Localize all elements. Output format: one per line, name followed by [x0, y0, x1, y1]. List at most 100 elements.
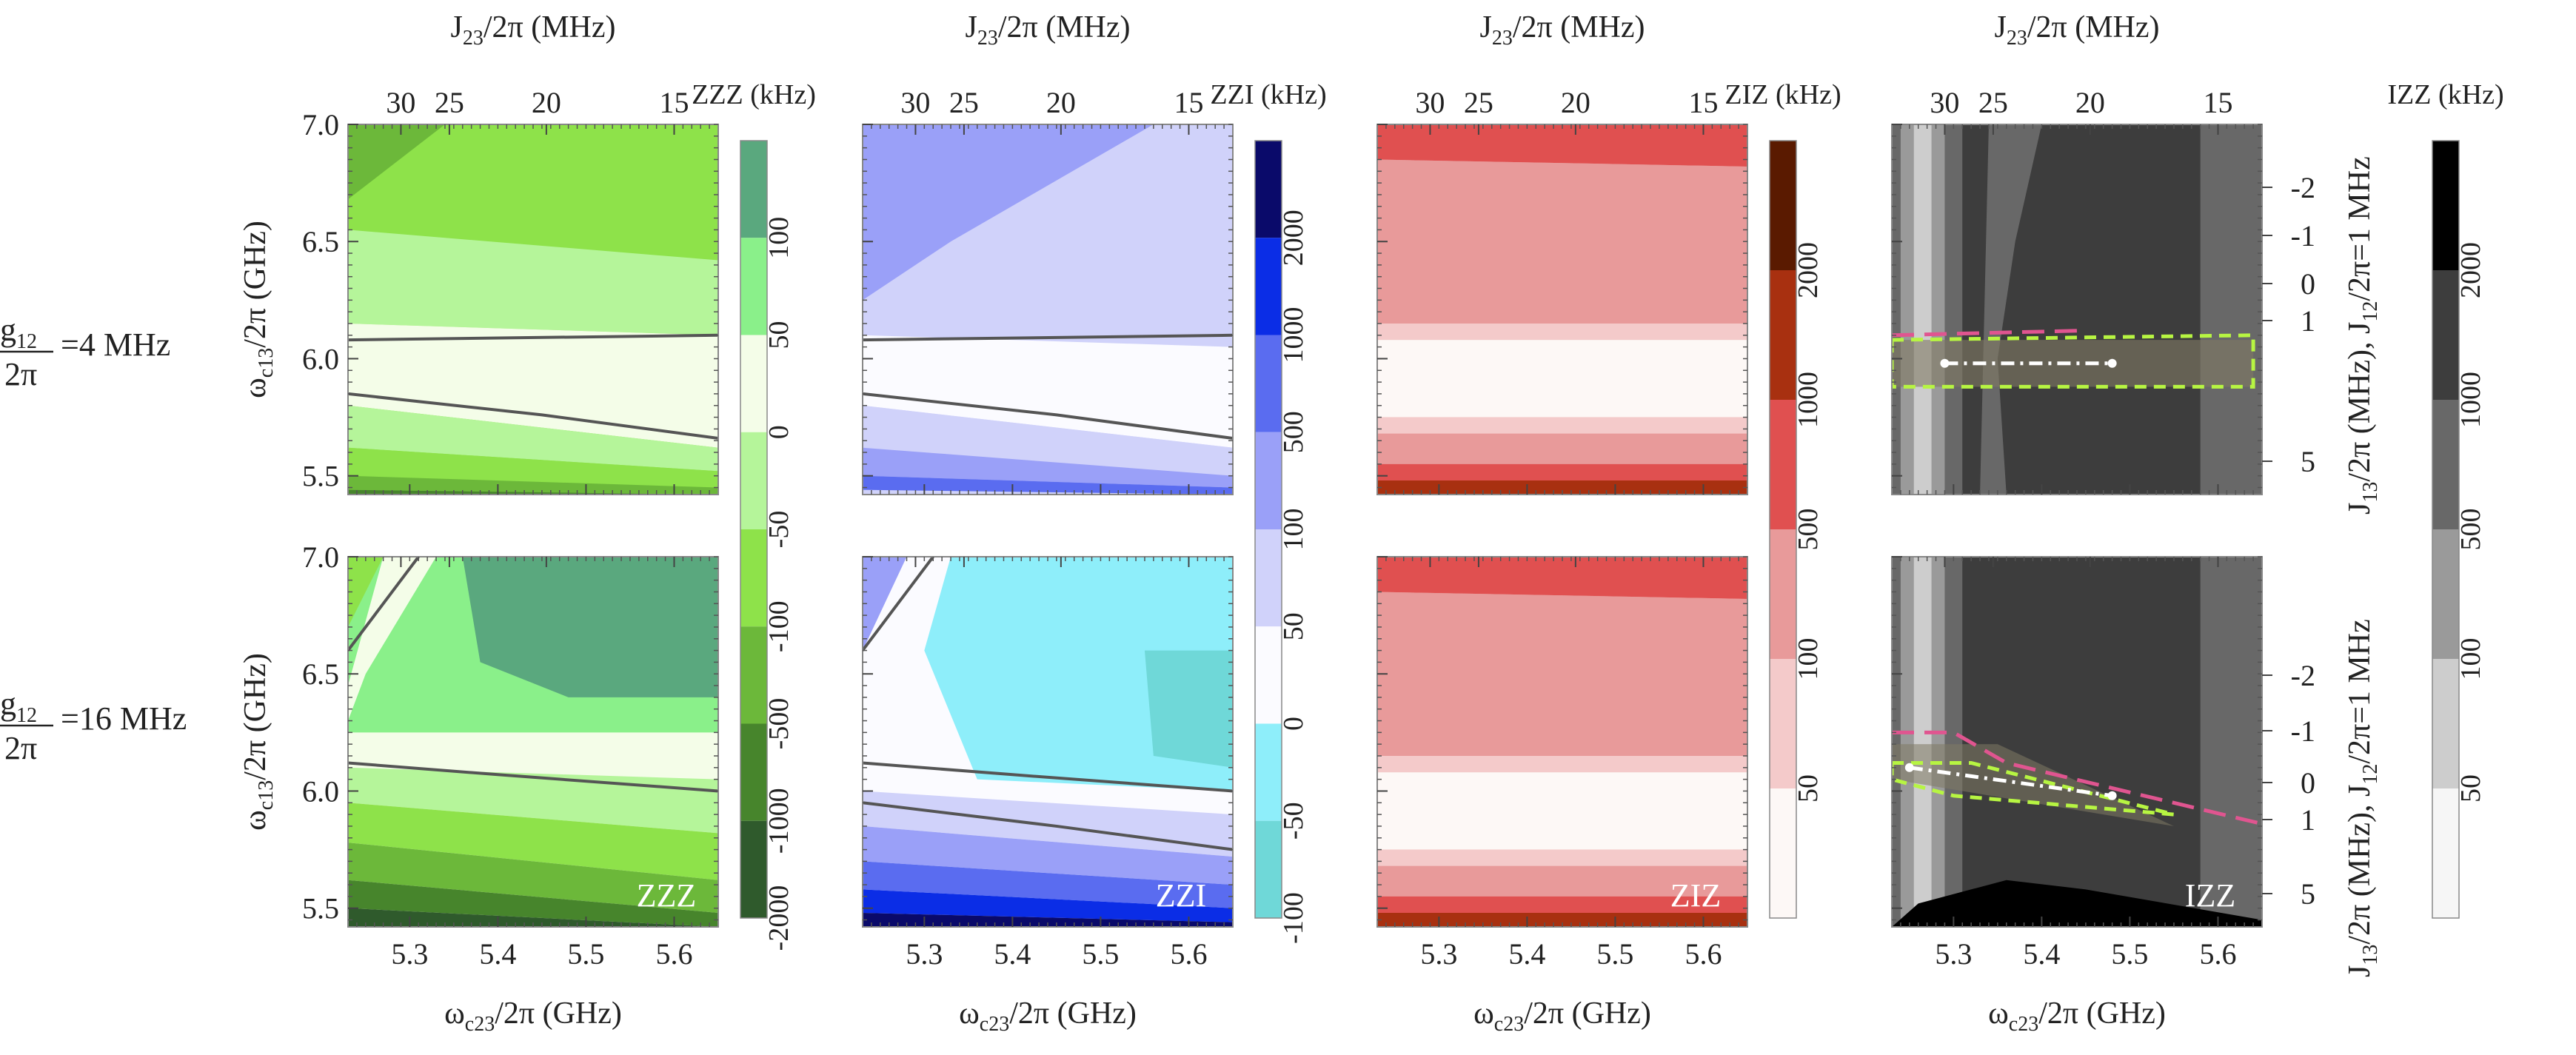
dashed-boundary-green [1892, 333, 2255, 389]
region-minus50-low [348, 405, 718, 472]
colorbar-swatch [1770, 400, 1796, 529]
panel-zzz-bottom: 5.3 5.4 5.5 5.6 5.5 6.0 6.5 7.0 ZZZ ωc23/2π (GHz)… [238, 540, 719, 1036]
colorbar-label-wrap: 50 [2455, 774, 2486, 803]
region-minus50 [348, 230, 718, 335]
region-500-low [1377, 463, 1747, 481]
colorbar-title: ZIZ (kHz) [1724, 79, 1841, 110]
y-right-tick-label: 1 [2301, 304, 2315, 338]
x-top-tick-label: 25 [1978, 86, 2008, 119]
y-right-tick-label: -2 [2291, 171, 2315, 204]
contour-line-upper [863, 333, 1233, 342]
panel-zzi-top: 30 25 20 15 J23/2π (MHz) [862, 10, 1234, 495]
colorbar-swatch [2432, 141, 2459, 270]
colorbar-swatch [740, 238, 767, 335]
colorbar-swatch [740, 626, 767, 724]
x-top-tick-label: 15 [2203, 86, 2232, 119]
x-tick-label: 5.4 [994, 937, 1031, 971]
colorbar-label: 100 [763, 217, 794, 259]
region-500-mid [1980, 124, 2042, 495]
colorbar-swatch [740, 432, 767, 529]
colorbar-swatch [1255, 626, 1282, 724]
colorbar-swatch [740, 723, 767, 821]
x-axis-title: ωc23/2π (GHz) [959, 997, 1137, 1036]
contour-line-diag [348, 557, 420, 652]
region-50 [1913, 557, 1932, 927]
colorbar-label-wrap: -500 [763, 698, 794, 750]
region-minus100 [348, 803, 718, 880]
x-top-tick-label: 30 [386, 86, 415, 119]
contour-line-lower [863, 392, 1233, 441]
svg-text:g12: g12 [0, 312, 37, 353]
colorbar-swatch [1255, 529, 1282, 627]
colorbar-label-wrap: 500 [1278, 411, 1309, 453]
colorbar-label-wrap: -50 [763, 511, 794, 549]
colorbar-label-wrap: 100 [763, 217, 794, 259]
colorbar-label-wrap: -1000 [763, 788, 794, 854]
region-100 [863, 124, 1154, 301]
contour-line-mid [863, 761, 1233, 793]
colorbar-zzz: ZZZ (kHz) 100 50 0 -50 -100 -500 -1000 -2000 [692, 79, 816, 951]
colorbar-swatch [740, 141, 767, 238]
colorbar-label-wrap: 0 [763, 425, 794, 439]
region-500 [863, 861, 1233, 908]
x-tick-label: 5.3 [1420, 937, 1457, 971]
region-500-low [1377, 896, 1747, 914]
y-right-tick-label: -1 [2291, 714, 2315, 748]
x-top-tick-label: 25 [1464, 86, 1493, 119]
colorbar-swatch [1770, 659, 1796, 788]
colorbar-label-wrap: -50 [1278, 802, 1309, 840]
colorbar-label: -100 [763, 600, 794, 652]
svg-text:=4 MHz: =4 MHz [61, 326, 170, 363]
colorbar-label-wrap: 500 [2455, 509, 2486, 551]
svg-text:2π: 2π [4, 730, 37, 766]
y-right-tick-label: 0 [2301, 766, 2315, 800]
x-top-tick-label: 15 [1174, 86, 1203, 119]
operating-path-line [1909, 766, 2112, 798]
colorbar-swatch [2432, 529, 2459, 659]
colorbar-label: 0 [1278, 717, 1309, 731]
panel-tag-label: ZIZ [1670, 877, 1721, 914]
y-right-tick-label: 1 [2301, 803, 2315, 837]
region-100 [1377, 592, 1747, 756]
contour-line-upper [348, 333, 718, 342]
region-50-low [1377, 417, 1747, 434]
colorbar-swatch [1255, 141, 1282, 238]
colorbar-label: 50 [1278, 612, 1309, 640]
y-tick-label: 6.0 [302, 342, 339, 375]
y-tick-label: 6.5 [302, 657, 339, 691]
y-tick-label: 7.0 [302, 540, 339, 574]
x-top-tick-label: 20 [2075, 86, 2105, 119]
y-axis-title-wrap: ωc13/2π (GHz) [238, 653, 278, 831]
region-zero [1377, 340, 1747, 418]
colorbar-swatch [1770, 141, 1796, 270]
region-minus500 [348, 843, 718, 914]
colorbar-swatch [1255, 335, 1282, 432]
colorbar-label-wrap: 1000 [1793, 372, 1824, 428]
svg-text:=16 MHz: =16 MHz [61, 700, 187, 737]
colorbar-ziz: ZIZ (kHz) 2000 1000 500 100 50 [1724, 79, 1841, 919]
region-500-top [1377, 124, 1747, 167]
x-axis-title: ωc23/2π (GHz) [444, 997, 622, 1036]
contour-line-diag [863, 557, 934, 652]
dashed-boundary-green [1892, 760, 2175, 817]
svg-text:2π: 2π [4, 356, 37, 392]
colorbar-label-wrap: 100 [1278, 509, 1309, 551]
row-label-bottom: g12 2π =16 MHz [0, 686, 187, 766]
colorbar-label: 50 [1793, 774, 1824, 803]
colorbar-label: 100 [2455, 638, 2486, 680]
region-50 [1377, 755, 1747, 773]
colorbar-label: -2000 [763, 885, 794, 951]
region-minus2000 [348, 908, 718, 927]
x-tick-label: 5.4 [2023, 937, 2060, 971]
x-top-tick-label: 15 [1688, 86, 1718, 119]
y-axis-title: ωc13/2π (GHz) [238, 653, 278, 831]
contour-line-lower [348, 392, 718, 441]
row-label-top: g12 2π =4 MHz [0, 312, 170, 392]
right-axis-title-top: J13/2π (MHz), J12/2π=1 MHz [2343, 156, 2382, 515]
x-top-tick-label: 25 [435, 86, 464, 119]
plot-area [863, 557, 1233, 927]
colorbar-label-wrap: 0 [1278, 717, 1309, 731]
svg-text:J13/2π (MHz), J12/2π=1 MHz: J13/2π (MHz), J12/2π=1 MHz [2343, 156, 2382, 515]
region-500-right [2200, 557, 2262, 927]
